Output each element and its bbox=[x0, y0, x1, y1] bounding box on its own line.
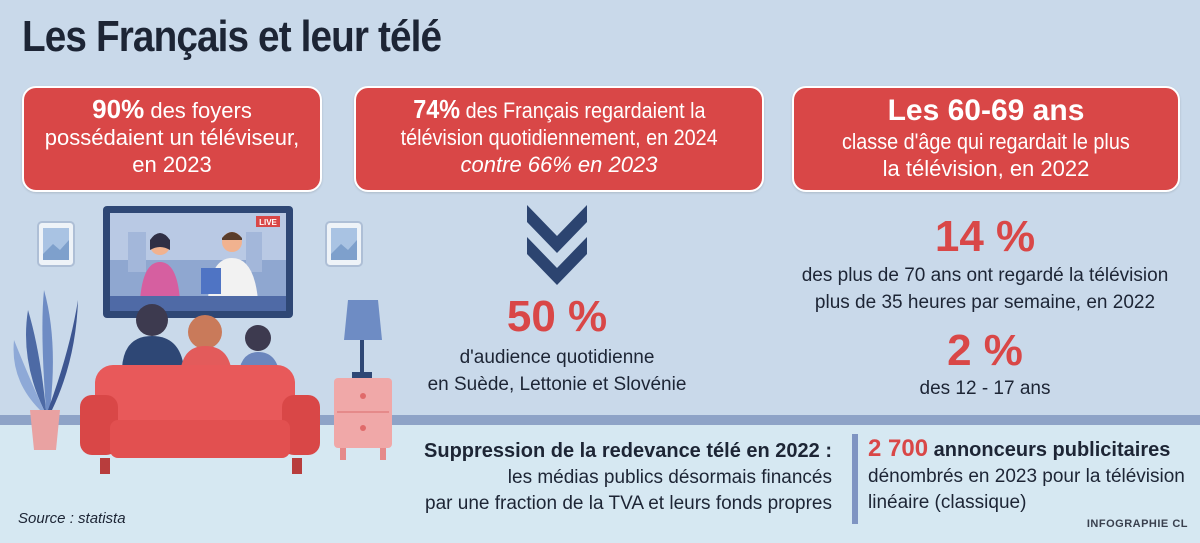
stat-50-value: 50 % bbox=[506, 292, 608, 341]
nightstand-icon bbox=[334, 378, 392, 460]
box2-line2: télévision quotidiennement, en 2024 bbox=[400, 125, 718, 150]
stat-box-foyers: 90% des foyers possédaient un téléviseur… bbox=[22, 86, 322, 192]
page-title: Les Français et leur télé bbox=[22, 12, 442, 61]
box2-line3: contre 66% en 2023 bbox=[460, 152, 658, 177]
source-note: Source : statista bbox=[18, 510, 126, 527]
annonceurs-line2: linéaire (classique) bbox=[868, 492, 1027, 513]
redevance-line2: par une fraction de la TVA et leurs fond… bbox=[425, 493, 832, 514]
stat-50-line1: d'audience quotidienne bbox=[459, 347, 655, 368]
redevance-block: Suppression de la redevance télé en 2022… bbox=[392, 438, 832, 517]
separator-bar bbox=[852, 434, 858, 524]
stat-14-line1: des plus de 70 ans ont regardé la télévi… bbox=[801, 265, 1169, 286]
redevance-line1: les médias publics désormais financés bbox=[507, 467, 832, 488]
lamp-icon bbox=[344, 300, 382, 378]
box2-highlight: 74% bbox=[412, 94, 460, 124]
credit-label: INFOGRAPHIE CL bbox=[1086, 518, 1188, 530]
box1-highlight: 90% bbox=[92, 94, 145, 124]
stat-14-value: 14 % bbox=[934, 212, 1036, 261]
stat-box-quotidien: 74% des Français regardaient la télévisi… bbox=[354, 86, 764, 192]
annonceurs-label: annonceurs publicitaires bbox=[928, 439, 1171, 461]
wall-frame-left-icon bbox=[37, 221, 75, 267]
floor-line bbox=[0, 415, 1200, 425]
annonceurs-line1: dénombrés en 2023 pour la télévision bbox=[868, 466, 1185, 487]
sofa-with-family-icon bbox=[80, 304, 320, 474]
stat-2-line1: des 12 - 17 ans bbox=[919, 378, 1051, 399]
annonceurs-block: 2 700 annonceurs publicitaires dénombrés… bbox=[868, 436, 1188, 516]
box3-headline: Les 60-69 ans bbox=[887, 94, 1085, 127]
box1-line2: possédaient un téléviseur, bbox=[44, 125, 300, 150]
plant-icon bbox=[13, 290, 78, 450]
stat-50-line2: en Suède, Lettonie et Slovénie bbox=[427, 374, 687, 395]
box1-line1: des foyers bbox=[144, 98, 252, 123]
annonceurs-value: 2 700 bbox=[868, 435, 929, 462]
stat-box-age: Les 60-69 ans classe d'âge qui regardait… bbox=[792, 86, 1180, 192]
box1-line3: en 2023 bbox=[132, 152, 212, 177]
box3-line3: la télévision, en 2022 bbox=[882, 156, 1090, 181]
television-icon: LIVE bbox=[103, 206, 293, 318]
redevance-heading: Suppression de la redevance télé en 2022… bbox=[424, 440, 832, 462]
wall-frame-right-icon bbox=[325, 221, 363, 267]
tv-live-label: LIVE bbox=[259, 218, 277, 227]
chevron-down-icon bbox=[527, 205, 587, 285]
stat-14-line2: plus de 35 heures par semaine, en 2022 bbox=[814, 292, 1156, 313]
stat-2-value: 2 % bbox=[947, 326, 1023, 375]
box2-line1: des Français regardaient la bbox=[459, 98, 706, 123]
box3-line2: classe d'âge qui regardait le plus bbox=[842, 129, 1130, 154]
